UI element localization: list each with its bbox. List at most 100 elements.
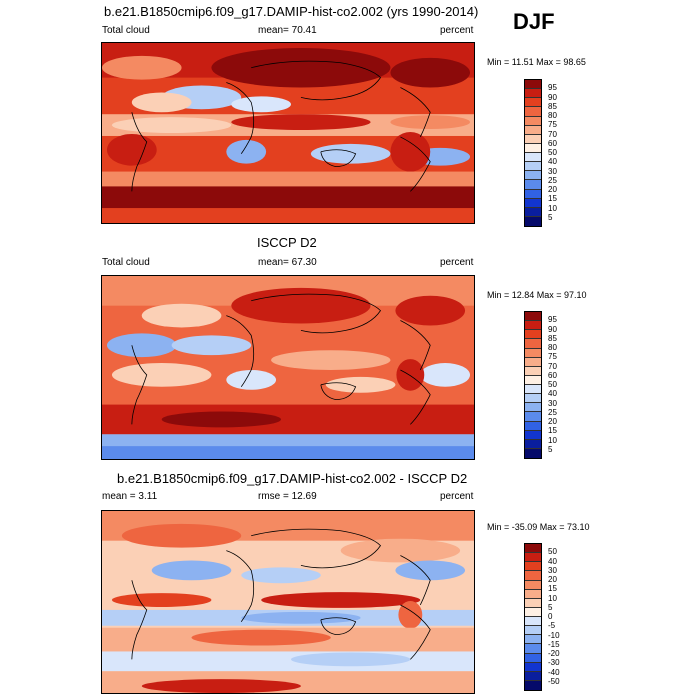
colorbar-tick-label: -50: [548, 676, 560, 686]
panel-1-map: [101, 42, 475, 224]
panel-3-coastlines: [131, 528, 431, 660]
colorbar-tick-label: 70: [548, 361, 557, 371]
panel-2-units-label: percent: [440, 257, 474, 268]
colorbar-box: [525, 385, 541, 395]
colorbar-tick-label: 80: [548, 111, 557, 120]
colorbar-box: [525, 134, 541, 144]
colorbar-box: [525, 143, 541, 153]
colorbar-tick-label: 25: [548, 175, 557, 185]
panel-3-minmax: Min = -35.09 Max = 73.10: [487, 522, 590, 532]
colorbar-box: [525, 375, 541, 385]
panel-1-colorbar: [524, 79, 542, 227]
colorbar-box: [525, 680, 541, 690]
colorbar-box: [525, 589, 541, 599]
colorbar-tick-label: 10: [548, 593, 557, 603]
season-label: DJF: [513, 9, 555, 34]
colorbar-box: [525, 216, 541, 226]
colorbar-tick-label: 80: [548, 343, 557, 352]
colorbar-box: [525, 339, 541, 349]
colorbar-box: [525, 171, 541, 181]
colorbar-tick-label: 40: [548, 556, 557, 566]
colorbar-tick-label: 75: [548, 120, 557, 130]
colorbar-tick-label: 75: [548, 352, 557, 362]
colorbar-tick-label: 10: [548, 435, 557, 445]
colorbar-box: [525, 321, 541, 331]
colorbar-box: [525, 107, 541, 117]
colorbar-box: [525, 626, 541, 636]
panel-1-units-label: percent: [440, 25, 474, 36]
colorbar-box: [525, 180, 541, 190]
colorbar-tick-label: -10: [548, 630, 560, 640]
colorbar-tick-label: -30: [548, 658, 560, 668]
panel-1-mean-label: mean= 70.41: [258, 25, 317, 36]
colorbar-tick-label: 85: [548, 101, 557, 111]
colorbar-tick-label: 85: [548, 333, 557, 343]
panel-2-variable-label: Total cloud: [102, 257, 150, 268]
colorbar-tick-label: 30: [548, 398, 557, 408]
colorbar-box: [525, 189, 541, 199]
colorbar-box: [525, 153, 541, 163]
colorbar-tick-label: 20: [548, 185, 557, 194]
colorbar-tick-label: 95: [548, 83, 557, 93]
panel-3-title: b.e21.B1850cmip6.f09_g17.DAMIP-hist-co2.…: [117, 471, 468, 486]
colorbar-tick-label: 15: [548, 426, 557, 436]
panel-2-map: [101, 275, 475, 460]
panel-2-colorbar: [524, 311, 542, 459]
colorbar-tick-label: 30: [548, 166, 557, 176]
colorbar-tick-label: 50: [548, 547, 557, 557]
colorbar-box: [525, 571, 541, 581]
colorbar-tick-label: 5: [548, 444, 553, 454]
colorbar-box: [525, 412, 541, 422]
colorbar-tick-label: 20: [548, 417, 557, 426]
colorbar-box: [525, 98, 541, 108]
colorbar-tick-label: 15: [548, 584, 557, 594]
panel-2-minmax: Min = 12.84 Max = 97.10: [487, 290, 587, 300]
colorbar-tick-label: 60: [548, 370, 557, 380]
colorbar-box: [525, 89, 541, 99]
colorbar-tick-label: 90: [548, 324, 557, 334]
colorbar-box: [525, 644, 541, 654]
colorbar-tick-label: -15: [548, 639, 560, 649]
colorbar-box: [525, 562, 541, 572]
colorbar-box: [525, 580, 541, 590]
colorbar-box: [525, 553, 541, 563]
colorbar-tick-label: 40: [548, 389, 557, 399]
colorbar-box: [525, 421, 541, 431]
colorbar-box: [525, 366, 541, 376]
colorbar-box: [525, 671, 541, 681]
colorbar-box: [525, 80, 541, 90]
colorbar-tick-label: 30: [548, 565, 557, 575]
colorbar-box: [525, 116, 541, 126]
panel-3-colorbar: [524, 543, 542, 691]
colorbar-tick-label: 60: [548, 138, 557, 148]
panel-3-rmse-label: rmse = 12.69: [258, 491, 317, 502]
panel-2-mean-label: mean= 67.30: [258, 257, 317, 268]
panel-1-title: b.e21.B1850cmip6.f09_g17.DAMIP-hist-co2.…: [104, 4, 479, 19]
colorbar-box: [525, 207, 541, 217]
colorbar-box: [525, 448, 541, 458]
colorbar-box: [525, 330, 541, 340]
panel-1-coastlines: [131, 60, 431, 192]
panel-2-coastlines: [131, 293, 431, 425]
colorbar-box: [525, 357, 541, 367]
colorbar-tick-label: 95: [548, 315, 557, 325]
colorbar-tick-label: 10: [548, 203, 557, 213]
colorbar-box: [525, 312, 541, 322]
colorbar-box: [525, 635, 541, 645]
colorbar-tick-label: 15: [548, 194, 557, 204]
colorbar-tick-label: 0: [548, 612, 553, 621]
colorbar-tick-label: 70: [548, 129, 557, 139]
colorbar-tick-label: -40: [548, 667, 560, 677]
panel-3-map-field: [102, 511, 474, 693]
colorbar-box: [525, 544, 541, 554]
colorbar-box: [525, 403, 541, 413]
colorbar-box: [525, 125, 541, 135]
panel-1-variable-label: Total cloud: [102, 25, 150, 36]
panel-1-map-field: [102, 43, 474, 223]
panel-2-title: ISCCP D2: [257, 235, 317, 250]
colorbar-box: [525, 653, 541, 663]
colorbar-box: [525, 662, 541, 672]
colorbar-tick-label: 25: [548, 407, 557, 417]
colorbar-tick-label: 40: [548, 157, 557, 167]
colorbar-tick-label: 20: [548, 575, 557, 584]
